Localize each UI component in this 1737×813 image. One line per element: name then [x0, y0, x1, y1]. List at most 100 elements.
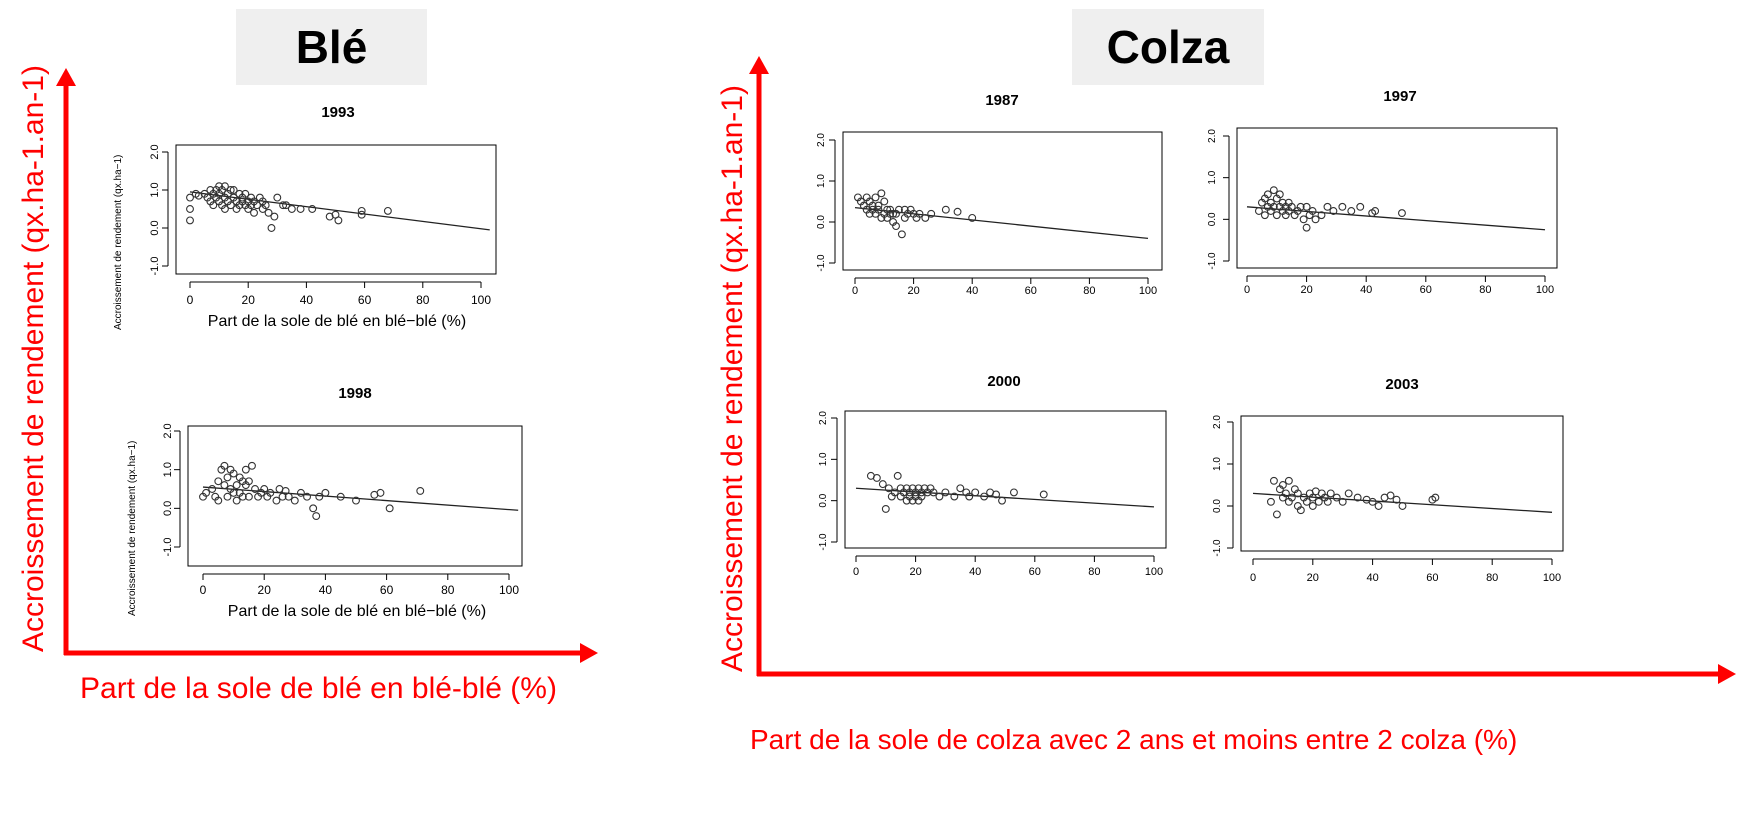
chart-1998-data-point: [202, 488, 211, 497]
chart-1997-x-tick-label: 80: [1479, 284, 1491, 296]
chart-2000-data-point: [881, 504, 890, 513]
chart-1987-data-point: [968, 213, 977, 222]
chart-2003-data-point: [1386, 491, 1395, 500]
chart-1998-y-tick-label: 2.0: [162, 423, 174, 438]
chart-ylabel-1993: Accroissement de rendement (qx.ha−1): [113, 154, 124, 330]
chart-1998-x-tick-label: 40: [319, 583, 333, 597]
chart-1998-x-tick-label: 20: [258, 583, 272, 597]
chart-title-1997: 1997: [1383, 88, 1417, 105]
chart-1993-data-point: [357, 206, 366, 215]
chart-1997-data-point: [1299, 215, 1308, 224]
colza-x-arrow-head: [1718, 664, 1736, 684]
chart-title-2000: 2000: [987, 373, 1021, 390]
chart-1993-data-point: [250, 208, 258, 217]
chart-2003-data-point: [1269, 476, 1278, 485]
chart-1998-data-point: [248, 461, 256, 470]
chart-1998-data-point: [296, 488, 305, 497]
chart-2000-data-point: [992, 490, 1001, 499]
chart-2003-data-point: [1332, 493, 1341, 502]
chart-title-1998: 1998: [338, 385, 372, 402]
chart-1998-data-point: [272, 496, 281, 505]
colza-big-xlabel: Part de la sole de colza avec 2 ans et m…: [750, 724, 1518, 755]
chart-2003-data-point: [1344, 489, 1353, 498]
chart-1998-data-point: [229, 469, 238, 478]
chart-1998-y-tick-label: 1.0: [162, 462, 174, 477]
chart-2003-data-point: [1272, 510, 1281, 519]
chart-1997-x-tick-label: 0: [1244, 284, 1250, 296]
chart-1998-data-point: [229, 488, 238, 497]
chart-2000-x-tick-label: 0: [853, 566, 859, 578]
chart-2000-data-point: [893, 471, 902, 480]
chart-1997-y-tick-label: 0.0: [1207, 212, 1218, 226]
chart-1998-data-point: [416, 486, 425, 495]
ble-big-xlabel: Part de la sole de blé en blé-blé (%): [80, 672, 557, 705]
chart-1993-data-point: [279, 201, 288, 210]
chart-2000-data-point: [965, 492, 974, 501]
chart-1993-data-point: [220, 205, 229, 213]
chart-1997-data-point: [1302, 223, 1311, 232]
chart-1998-data-point: [244, 492, 253, 501]
chart-1998-y-tick-label: -1.0: [162, 538, 174, 557]
chart-1987-y-tick-label: -1.0: [816, 254, 827, 272]
chart-1998-trend-line: [202, 486, 519, 511]
chart-1998-data-point: [208, 485, 217, 493]
chart-1997-y-tick-label: -1.0: [1207, 252, 1218, 270]
chart-2000-data-point: [950, 492, 959, 501]
chart-1997-data-point: [1263, 190, 1272, 199]
chart-1993-data-point: [270, 212, 279, 221]
chart-1987-y-tick-label: 1.0: [816, 174, 827, 188]
chart-1987-data-point: [921, 213, 930, 222]
chart-2003-data-point: [1314, 497, 1323, 506]
chart-1998-data-point: [315, 492, 324, 501]
chart-2003-plot-box: [1240, 415, 1564, 552]
chart-2003-data-point: [1368, 497, 1377, 506]
chart-1998-plot-box: [187, 425, 523, 567]
chart-1998-data-point: [220, 461, 229, 470]
chart-1987-y-tick-label: 0.0: [816, 215, 827, 229]
chart-1987-data-point: [897, 230, 906, 239]
chart-1993-data-point: [226, 186, 235, 194]
chart-1993-data-point: [296, 205, 305, 213]
chart-1998-data-point: [214, 496, 223, 505]
chart-1998-data-point: [238, 492, 247, 501]
chart-1997-data-point: [1323, 202, 1332, 211]
chart-2000-x-tick-label: 60: [1029, 566, 1041, 578]
chart-1998-data-point: [303, 492, 311, 501]
chart-1987-x-tick-label: 0: [852, 285, 858, 297]
chart-1997-data-point: [1338, 202, 1347, 211]
chart-1997-data-point: [1329, 207, 1338, 215]
chart-1997-data-point: [1254, 207, 1263, 215]
chart-2003-x-tick-label: 40: [1366, 572, 1378, 584]
chart-2000-data-point: [998, 496, 1006, 505]
chart-2000-data-point: [929, 488, 938, 497]
chart-1997-data-point: [1302, 202, 1311, 211]
chart-1993-y-tick-label: -1.0: [149, 257, 161, 276]
chart-1993-data-point: [186, 193, 194, 202]
chart-2000-x-tick-label: 20: [909, 566, 921, 578]
chart-2003-data-point: [1374, 502, 1383, 510]
chart-1998-x-tick-label: 80: [441, 583, 455, 597]
chart-1997-data-point: [1311, 215, 1320, 224]
chart-1997-data-point: [1317, 211, 1326, 220]
chart-2000-data-point: [917, 492, 926, 501]
chart-2000-data-point: [980, 492, 989, 501]
chart-1998-y-tick-label: 0.0: [162, 501, 174, 516]
chart-1993-data-point: [383, 206, 392, 215]
ble-y-arrow-head: [56, 68, 76, 86]
chart-2000-y-tick-label: 0.0: [818, 493, 829, 507]
chart-2003-y-tick-label: 1.0: [1212, 457, 1223, 471]
chart-1987-data-point: [886, 209, 895, 218]
chart-1993-trend-line: [189, 191, 490, 231]
chart-1993-data-point: [264, 208, 273, 217]
chart-1993-data-point: [229, 186, 238, 194]
chart-1998-data-point: [260, 485, 269, 493]
chart-1993-x-tick-label: 80: [416, 293, 430, 307]
chart-1998-data-point: [266, 488, 275, 497]
chart-1993-data-point: [186, 216, 194, 225]
chart-1998-data-point: [223, 473, 232, 482]
chart-1997-x-tick-label: 20: [1300, 284, 1312, 296]
chart-1993-data-point: [186, 205, 194, 213]
ble-big-ylabel: Accroissement de rendement (qx.ha-1.an-1…: [17, 65, 50, 652]
chart-1998-x-tick-label: 0: [200, 583, 207, 597]
chart-1993-data-point: [252, 201, 261, 210]
